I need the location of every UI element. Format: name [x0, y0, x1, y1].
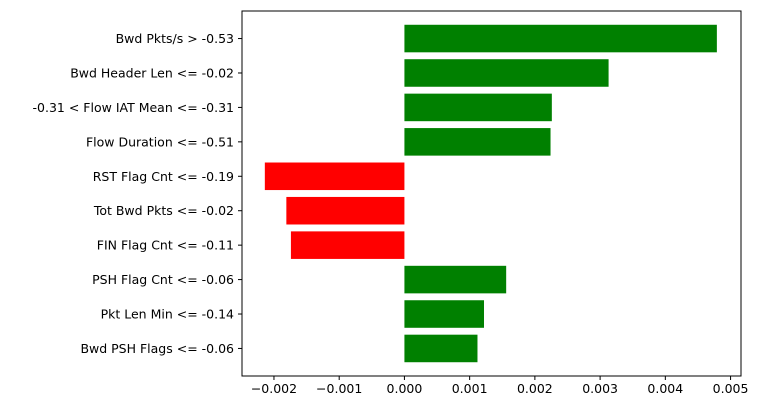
x-tick-label: 0.003 [582, 381, 618, 396]
category-label: Bwd Header Len <= -0.02 [70, 65, 234, 80]
bar-1 [404, 59, 609, 87]
bar-5 [286, 196, 405, 225]
category-label: Bwd PSH Flags <= -0.06 [80, 341, 234, 356]
bar-9 [404, 334, 478, 363]
x-tick-label: 0.001 [452, 381, 488, 396]
bar-6 [290, 231, 405, 259]
bar-3 [404, 128, 551, 156]
x-ticks-group: −0.002 −0.001 0.000 0.001 0.002 0.003 0.004 0.0… [251, 376, 749, 396]
x-tick-label: −0.001 [316, 381, 362, 396]
x-tick-label: 0.005 [713, 381, 749, 396]
x-tick-label: −0.002 [251, 381, 297, 396]
bar-2 [404, 93, 552, 122]
x-tick-label: 0.004 [647, 381, 683, 396]
bar-0 [404, 24, 717, 53]
category-label: Tot Bwd Pkts <= -0.02 [93, 203, 234, 218]
category-label: Flow Duration <= -0.51 [86, 134, 234, 149]
category-labels-group: Bwd Pkts/s > -0.53 Bwd Header Len <= -0.0… [33, 31, 242, 356]
category-label: FIN Flag Cnt <= -0.11 [97, 238, 234, 253]
x-tick-label: 0.000 [387, 381, 423, 396]
bars-group [264, 24, 717, 363]
bar-7 [404, 265, 507, 294]
x-tick-label: 0.002 [517, 381, 553, 396]
category-label: RST Flag Cnt <= -0.19 [93, 169, 234, 184]
category-label: PSH Flag Cnt <= -0.06 [92, 272, 234, 287]
bar-4 [264, 162, 405, 191]
category-label: -0.31 < Flow IAT Mean <= -0.31 [33, 100, 234, 115]
category-label: Bwd Pkts/s > -0.53 [116, 31, 234, 46]
bar-8 [404, 300, 484, 328]
category-label: Pkt Len Min <= -0.14 [101, 307, 234, 322]
plot-frame [241, 10, 742, 377]
